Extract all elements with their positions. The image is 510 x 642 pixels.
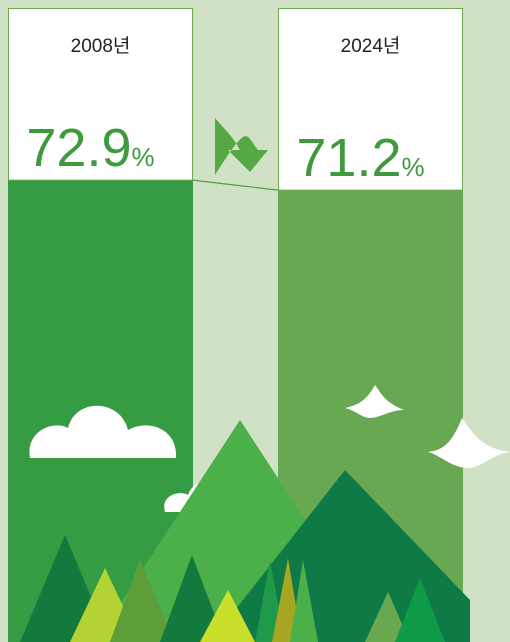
cloud	[29, 405, 177, 458]
tree	[200, 590, 255, 642]
value-unit: %	[131, 142, 154, 172]
connector	[192, 179, 279, 191]
tree	[365, 592, 410, 642]
value-label: 71.2%	[296, 128, 424, 188]
category-label: 2008년	[71, 35, 131, 57]
value-number: 71.2	[296, 128, 401, 188]
tree	[110, 560, 175, 642]
label-box	[278, 8, 463, 191]
tree	[395, 578, 445, 642]
tree	[160, 555, 225, 642]
label-box	[8, 8, 193, 181]
value-label: 72.9%	[26, 118, 154, 178]
tree	[290, 560, 318, 642]
value-number: 72.9	[26, 118, 131, 178]
bird	[428, 418, 510, 468]
value-unit: %	[401, 152, 424, 182]
bird	[345, 385, 404, 418]
arrow	[215, 118, 268, 175]
category-label: 2024년	[341, 35, 401, 57]
scenery	[20, 118, 510, 642]
